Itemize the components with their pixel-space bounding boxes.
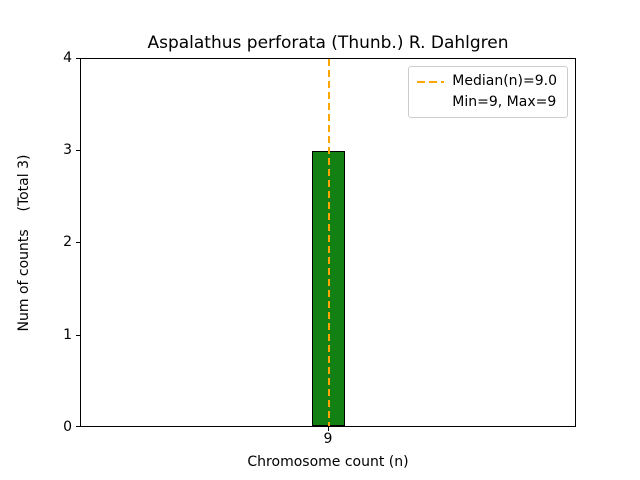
y-tick-mark-0 bbox=[76, 426, 80, 427]
y-tick-mark-1 bbox=[76, 335, 80, 336]
legend-empty-sample bbox=[417, 102, 444, 104]
y-tick-mark-4 bbox=[76, 58, 80, 59]
legend-entry-median: Median(n)=9.0 bbox=[417, 73, 557, 90]
y-tick-label-3: 3 bbox=[63, 142, 72, 158]
y-tick-label-1: 1 bbox=[63, 327, 72, 343]
y-axis-label: Num of counts (Total 3) bbox=[16, 154, 32, 332]
x-tick-label-9: 9 bbox=[323, 431, 333, 447]
legend-entry-minmax: Min=9, Max=9 bbox=[417, 94, 557, 111]
legend: Median(n)=9.0 Min=9, Max=9 bbox=[408, 66, 568, 118]
median-line bbox=[328, 59, 330, 426]
y-tick-mark-3 bbox=[76, 150, 80, 151]
chart-title: Aspalathus perforata (Thunb.) R. Dahlgre… bbox=[147, 33, 509, 53]
legend-label-median: Median(n)=9.0 bbox=[452, 73, 557, 89]
legend-label-minmax: Min=9, Max=9 bbox=[452, 94, 557, 110]
y-tick-mark-2 bbox=[76, 242, 80, 243]
y-tick-label-4: 4 bbox=[63, 50, 72, 66]
y-tick-label-2: 2 bbox=[63, 234, 72, 250]
y-tick-label-0: 0 bbox=[63, 419, 72, 435]
x-tick-mark-9 bbox=[328, 427, 329, 431]
plot-area: Median(n)=9.0 Min=9, Max=9 bbox=[80, 58, 576, 427]
median-line-legend-sample bbox=[417, 80, 445, 83]
x-axis-label: Chromosome count (n) bbox=[247, 454, 409, 470]
